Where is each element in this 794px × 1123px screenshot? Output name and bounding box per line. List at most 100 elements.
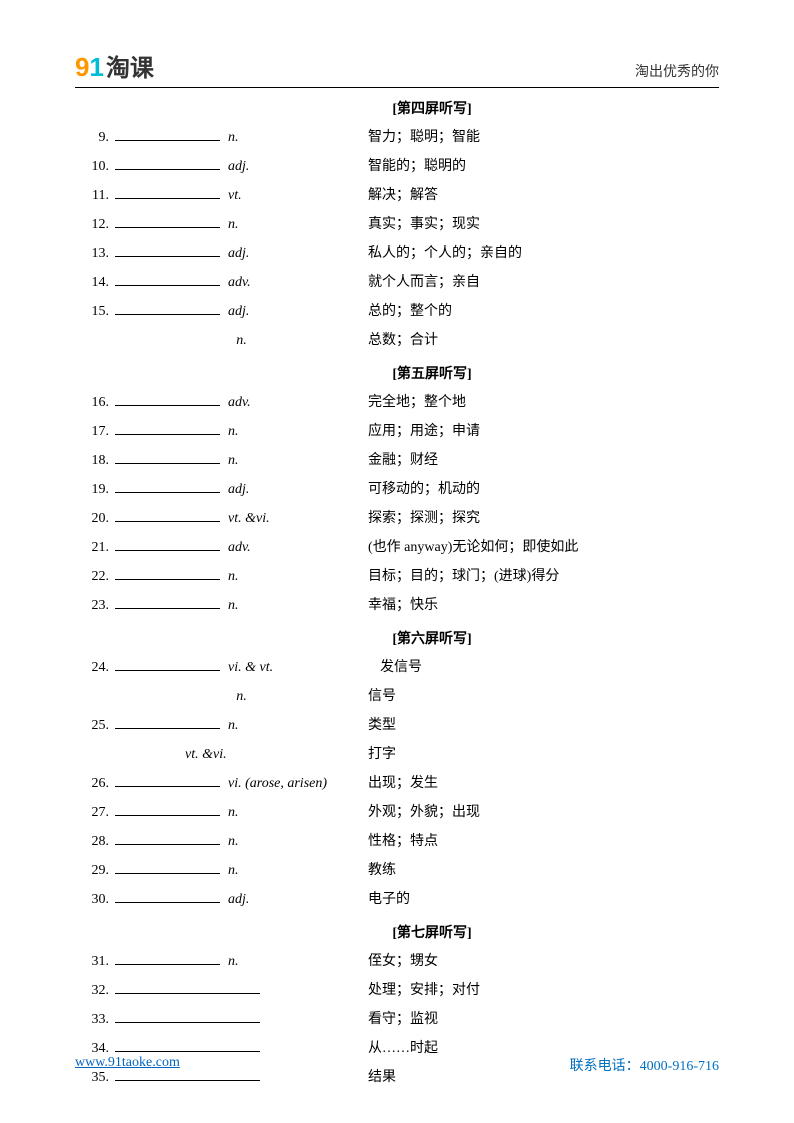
row-number: 20. [75,505,115,533]
row-number: 30. [75,886,115,914]
definition: 真实；事实；现实 [368,211,719,239]
part-of-speech: n. [228,563,368,591]
blank-input[interactable] [115,831,220,845]
vocab-row: 32. 处理；安排；对付 [75,977,719,1005]
blank-input[interactable] [115,657,220,671]
part-of-speech: n. [228,418,368,446]
blank-input[interactable] [115,214,220,228]
part-of-speech: adj. [228,298,368,326]
definition: 总的；整个的 [368,298,719,326]
row-number: 17. [75,418,115,446]
footer-phone: 联系电话：4000-916-716 [570,1055,719,1075]
content-area: [第四屏听写] 9. n. 智力；聪明；智能 10. adj. 智能的；聪明的 … [75,98,719,1092]
blank-input[interactable] [115,595,220,609]
definition: 打字 [368,741,719,769]
blank-input[interactable] [115,889,220,903]
blank-input[interactable] [115,127,220,141]
definition: 目标；目的；球门；(进球)得分 [368,563,719,591]
vocab-row: 18. n. 金融；财经 [75,447,719,475]
vocab-row: 13. adj. 私人的；个人的；亲自的 [75,240,719,268]
header-slogan: 淘出优秀的你 [635,61,719,83]
definition: 信号 [368,683,719,711]
logo-digit-1: 1 [89,52,103,82]
blank-input[interactable] [115,773,220,787]
vocab-row: 33. 看守；监视 [75,1006,719,1034]
row-number: 21. [75,534,115,562]
blank-input[interactable] [115,508,220,522]
page-header: 91 淘课 淘出优秀的你 [75,48,719,88]
blank-input[interactable] [115,421,220,435]
blank-input[interactable] [115,156,220,170]
blank-input[interactable] [115,802,220,816]
section-5-title: [第五屏听写] [75,363,719,383]
blank-input[interactable] [115,450,220,464]
blank-input[interactable] [115,1038,260,1052]
blank-input[interactable] [115,537,220,551]
row-number: 13. [75,240,115,268]
blank-input[interactable] [115,479,220,493]
part-of-speech: vt. &vi. [228,505,368,533]
vocab-row: 27. n. 外观；外貌；出现 [75,799,719,827]
page-footer: www.91taoke.com 联系电话：4000-916-716 [75,1055,719,1075]
definition: 幸福；快乐 [368,592,719,620]
part-of-speech: adv. [228,534,368,562]
vocab-row-sub: vt. &vi. 打字 [75,741,719,769]
section-7-title: [第七屏听写] [75,922,719,942]
part-of-speech: n. [228,124,368,152]
vocab-row: 22. n. 目标；目的；球门；(进球)得分 [75,563,719,591]
blank-input[interactable] [115,392,220,406]
part-of-speech: adj. [228,240,368,268]
vocab-row: 29. n. 教练 [75,857,719,885]
row-number: 23. [75,592,115,620]
part-of-speech: adv. [228,389,368,417]
definition: 性格；特点 [368,828,719,856]
row-number: 33. [75,1006,115,1034]
row-number: 22. [75,563,115,591]
logo-digit-9: 9 [75,52,89,82]
blank-input[interactable] [115,860,220,874]
part-of-speech: vi. & vt. [228,654,368,682]
row-number: 9. [75,124,115,152]
vocab-row: 16. adv. 完全地；整个地 [75,389,719,417]
footer-link[interactable]: www.91taoke.com [75,1055,180,1075]
blank-input[interactable] [115,951,220,965]
blank-input[interactable] [115,980,260,994]
logo-text: 淘课 [106,48,154,83]
definition: 类型 [368,712,719,740]
part-of-speech: n. [228,712,368,740]
blank-input[interactable] [115,243,220,257]
definition: 处理；安排；对付 [368,977,719,1005]
vocab-row-sub: n. 信号 [75,683,719,711]
vocab-row: 25. n. 类型 [75,712,719,740]
definition: 出现；发生 [368,770,719,798]
vocab-row: 28. n. 性格；特点 [75,828,719,856]
definition: 解决；解答 [368,182,719,210]
row-number: 16. [75,389,115,417]
row-number: 11. [75,182,115,210]
row-number: 26. [75,770,115,798]
row-number: 32. [75,977,115,1005]
vocab-row: 19. adj. 可移动的；机动的 [75,476,719,504]
definition: 智能的；聪明的 [368,153,719,181]
definition: 外观；外貌；出现 [368,799,719,827]
part-of-speech: n. [228,447,368,475]
vocab-row-sub: n. 总数；合计 [75,327,719,355]
definition: 探索；探测；探究 [368,505,719,533]
blank-input[interactable] [115,715,220,729]
blank-input[interactable] [115,301,220,315]
blank-input[interactable] [115,185,220,199]
blank-input[interactable] [115,566,220,580]
row-number: 14. [75,269,115,297]
section-6-title: [第六屏听写] [75,628,719,648]
row-number: 12. [75,211,115,239]
logo: 91 淘课 [75,48,154,83]
definition: 私人的；个人的；亲自的 [368,240,719,268]
vocab-row: 15. adj. 总的；整个的 [75,298,719,326]
row-number: 19. [75,476,115,504]
vocab-row: 10. adj. 智能的；聪明的 [75,153,719,181]
blank-input[interactable] [115,272,220,286]
part-of-speech: vt. [228,182,368,210]
part-of-speech: vi. (arose, arisen) [228,770,368,798]
definition: 看守；监视 [368,1006,719,1034]
blank-input[interactable] [115,1009,260,1023]
